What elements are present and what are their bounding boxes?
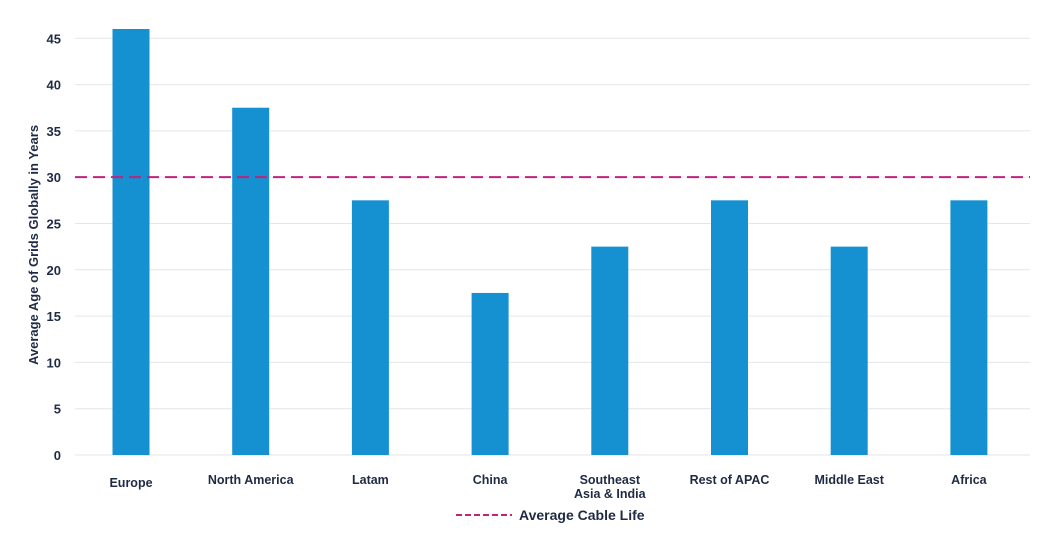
bar-middle-east: [830, 246, 868, 455]
y-tick-label: 25: [47, 216, 61, 231]
y-axis-title: Average Age of Grids Globally in Years: [26, 125, 41, 365]
y-tick-label: 5: [54, 402, 61, 417]
category-label: Africa: [951, 473, 987, 487]
bar-africa: [950, 200, 988, 455]
category-label: Rest of APAC: [690, 473, 770, 487]
category-labels: Europe North America Latam China Southeast As…: [109, 473, 987, 501]
category-label: North America: [208, 473, 295, 487]
bar-rest-of-apac: [711, 200, 748, 455]
bar-north-america: [232, 107, 270, 455]
legend-label: Average Cable Life: [519, 507, 645, 523]
bar-latam: [351, 200, 389, 455]
category-label: China: [473, 473, 509, 487]
gridlines: [75, 37, 1030, 456]
y-tick-label: 0: [54, 448, 61, 463]
category-label: Southeast Asia & India: [574, 473, 647, 501]
bar-china: [471, 292, 509, 455]
y-tick-label: 40: [47, 78, 61, 93]
category-label: Middle East: [814, 473, 884, 487]
category-label: Latam: [352, 473, 389, 487]
y-tick-label: 30: [47, 170, 61, 185]
y-tick-label: 45: [47, 31, 61, 46]
bar-europe: [112, 29, 150, 455]
y-tick-label: 10: [47, 355, 61, 370]
y-tick-labels: 0 5 10 15 20 25 30 35 40 45: [47, 31, 61, 463]
y-tick-label: 35: [47, 124, 61, 139]
bars: [112, 29, 988, 455]
y-tick-label: 15: [47, 309, 61, 324]
category-label: Europe: [109, 476, 152, 490]
legend: Average Cable Life: [456, 507, 645, 523]
bar-southeast-asia-india: [591, 246, 629, 455]
y-tick-label: 20: [47, 263, 61, 278]
